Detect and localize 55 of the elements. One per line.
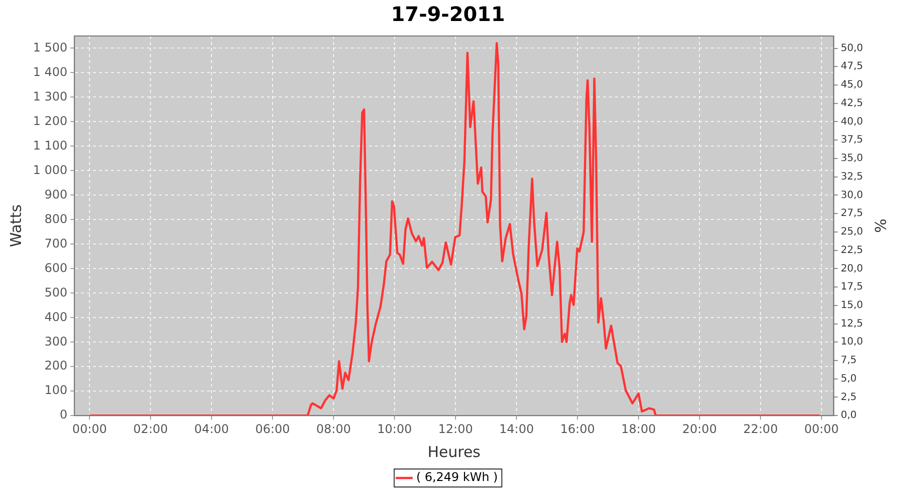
- y-tick-label: 500: [44, 285, 68, 300]
- chart-title: 17-9-2011: [390, 2, 506, 26]
- y2-axis-title: %: [871, 218, 890, 233]
- x-tick-label: 00:00: [72, 422, 107, 436]
- y-tick-label: 1 400: [32, 64, 68, 79]
- y2-tick-label: 32,5: [840, 171, 863, 182]
- y2-tick-label: 35,0: [840, 153, 863, 164]
- x-tick-label: 08:00: [316, 422, 351, 436]
- y2-tick-label: 10,0: [840, 336, 863, 348]
- y2-tick-label: 27,5: [840, 208, 863, 220]
- x-tick-label: 00:00: [804, 422, 839, 436]
- y2-tick-label: 42,5: [840, 98, 863, 109]
- x-tick-label: 18:00: [621, 422, 656, 436]
- y-tick-label: 400: [44, 310, 68, 324]
- x-tick-label: 10:00: [377, 422, 412, 436]
- y2-tick-label: 2,5: [840, 392, 857, 403]
- y2-tick-label: 45,0: [840, 80, 863, 91]
- y2-tick-label: 5,0: [840, 373, 857, 384]
- y2-tick-label: 12,5: [840, 318, 863, 330]
- y2-tick-label: 30,0: [840, 190, 863, 201]
- y2-tick-label: 17,5: [840, 282, 863, 293]
- y2-tick-label: 20,0: [840, 263, 863, 274]
- y-axis-title: Watts: [6, 204, 25, 248]
- y-tick-label: 0: [60, 408, 68, 422]
- x-tick-label: 12:00: [438, 422, 473, 436]
- y-tick-label: 700: [44, 236, 68, 250]
- y-tick-label: 1 300: [32, 89, 68, 104]
- y-tick-label: 300: [44, 334, 68, 348]
- y-tick-label: 100: [44, 383, 68, 398]
- legend-label: ( 6,249 kWh ): [416, 470, 498, 484]
- y-tick-label: 800: [44, 212, 68, 226]
- y2-tick-label: 7,5: [840, 355, 857, 366]
- x-tick-label: 20:00: [682, 422, 717, 436]
- y2-tick-label: 15,0: [840, 300, 863, 311]
- x-tick-label: 14:00: [499, 422, 534, 436]
- y-tick-label: 600: [44, 260, 68, 275]
- y-tick-label: 1 200: [32, 114, 68, 128]
- y2-tick-label: 40,0: [840, 116, 863, 128]
- x-tick-label: 04:00: [194, 422, 229, 436]
- y2-tick-label: 50,0: [840, 42, 863, 54]
- y2-tick-label: 22,5: [840, 244, 863, 256]
- x-tick-label: 22:00: [743, 422, 778, 436]
- x-tick-label: 06:00: [255, 422, 290, 436]
- y-tick-label: 1 100: [32, 138, 68, 152]
- x-tick-label: 02:00: [133, 422, 168, 436]
- y-tick-label: 1 500: [32, 40, 68, 54]
- y2-tick-label: 37,5: [840, 134, 863, 146]
- y-tick-label: 900: [44, 187, 68, 202]
- y2-tick-label: 0,0: [840, 410, 857, 422]
- y-tick-label: 1 000: [32, 162, 68, 177]
- y2-tick-label: 47,5: [840, 61, 863, 72]
- x-axis-title: Heures: [428, 442, 481, 461]
- x-tick-label: 16:00: [560, 422, 595, 436]
- y-tick-label: 200: [44, 358, 68, 373]
- y2-tick-label: 25,0: [840, 226, 863, 238]
